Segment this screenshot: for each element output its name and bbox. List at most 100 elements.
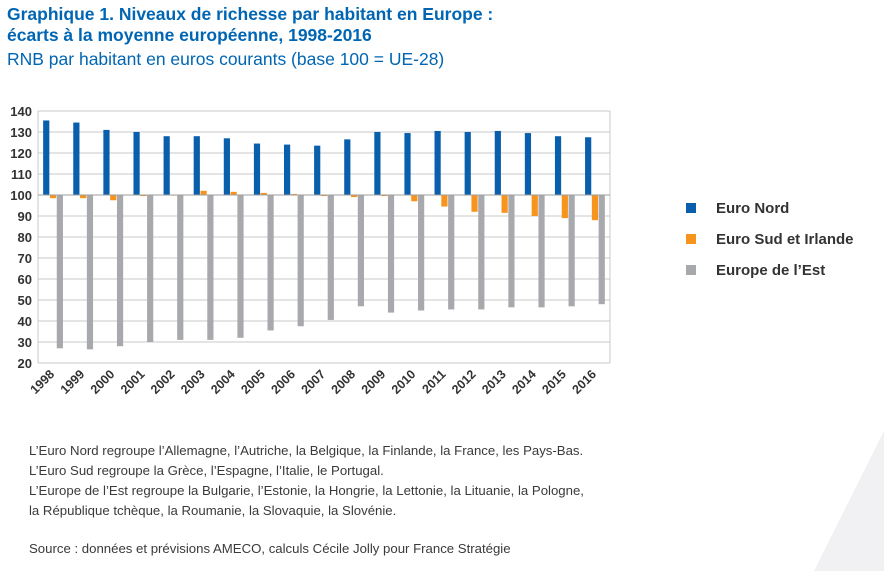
legend-label-euro-sud: Euro Sud et Irlande bbox=[716, 230, 854, 248]
bar-euro-sud-2007 bbox=[320, 195, 328, 197]
legend-item-euro-nord: Euro Nord bbox=[686, 198, 854, 218]
x-tick-label-2004: 2004 bbox=[208, 367, 238, 397]
bar-euro-nord-2014 bbox=[524, 133, 532, 195]
y-tick-label-130: 130 bbox=[10, 125, 32, 140]
bar-euro-nord-2012 bbox=[464, 132, 471, 195]
bar-euro-sud-2004 bbox=[230, 191, 237, 195]
bar-euro-nord-2011 bbox=[434, 130, 441, 195]
bar-europe-est-2014 bbox=[538, 195, 545, 308]
y-tick-label-120: 120 bbox=[10, 146, 32, 161]
note-line-3: L’Europe de l’Est regroupe la Bulgarie, … bbox=[29, 483, 584, 498]
x-tick-label-2001: 2001 bbox=[118, 367, 148, 397]
x-tick-label-2002: 2002 bbox=[148, 367, 178, 397]
y-tick-label-80: 80 bbox=[18, 230, 32, 245]
y-tick-label-100: 100 bbox=[10, 188, 32, 203]
x-tick-label-2012: 2012 bbox=[449, 367, 479, 397]
bar-europe-est-2005 bbox=[267, 195, 274, 331]
y-tick-label-20: 20 bbox=[18, 356, 32, 371]
bar-euro-sud-2010 bbox=[411, 195, 418, 202]
bar-euro-nord-2013 bbox=[494, 130, 501, 195]
x-tick-label-2011: 2011 bbox=[419, 367, 448, 396]
chart-legend: Euro Nord Euro Sud et Irlande Europe de … bbox=[686, 198, 854, 291]
bar-euro-sud-2006 bbox=[290, 193, 297, 195]
bar-europe-est-2008 bbox=[357, 195, 365, 307]
bar-euro-nord-2004 bbox=[223, 138, 230, 195]
bar-euro-nord-1998 bbox=[43, 120, 50, 195]
note-line-2: L’Euro Sud regroupe la Grèce, l’Espagne,… bbox=[29, 463, 384, 478]
bar-euro-sud-2012 bbox=[471, 195, 478, 212]
bar-euro-nord-2009 bbox=[374, 132, 381, 195]
legend-label-europe-est: Europe de l’Est bbox=[716, 261, 826, 279]
x-tick-label-1999: 1999 bbox=[58, 367, 88, 397]
bar-europe-est-2003 bbox=[207, 195, 214, 340]
bar-euro-nord-2005 bbox=[253, 143, 261, 195]
bar-europe-est-2001 bbox=[147, 195, 154, 342]
bar-europe-est-2006 bbox=[297, 195, 304, 327]
bar-europe-est-2002 bbox=[177, 195, 184, 340]
x-tick-label-2009: 2009 bbox=[359, 367, 389, 397]
chart-title-line-2: écarts à la moyenne européenne, 1998-201… bbox=[7, 25, 372, 45]
bar-euro-sud-1998 bbox=[49, 195, 57, 199]
bar-euro-sud-2016 bbox=[591, 195, 599, 221]
chart-subtitle: RNB par habitant en euros courants (base… bbox=[7, 49, 445, 69]
chart-title: Graphique 1. Niveaux de richesse par hab… bbox=[7, 4, 493, 46]
legend-swatch-europe-est bbox=[686, 265, 696, 275]
bar-euro-nord-2007 bbox=[314, 145, 321, 195]
bar-euro-nord-2000 bbox=[103, 129, 110, 195]
x-tick-label-2010: 2010 bbox=[389, 367, 419, 397]
legend-item-euro-sud: Euro Sud et Irlande bbox=[686, 229, 854, 249]
x-tick-label-2000: 2000 bbox=[88, 367, 118, 397]
bar-euro-sud-2015 bbox=[561, 195, 568, 219]
x-tick-label-1998: 1998 bbox=[28, 367, 58, 397]
y-tick-label-70: 70 bbox=[18, 251, 32, 266]
y-tick-label-60: 60 bbox=[18, 272, 32, 287]
bar-europe-est-2015 bbox=[568, 195, 575, 307]
bar-europe-est-2007 bbox=[327, 195, 334, 320]
bar-euro-nord-2010 bbox=[404, 133, 411, 195]
x-tick-label-2006: 2006 bbox=[268, 367, 298, 397]
x-tick-label-2015: 2015 bbox=[539, 367, 569, 397]
legend-label-euro-nord: Euro Nord bbox=[716, 199, 790, 217]
y-tick-label-110: 110 bbox=[11, 167, 32, 182]
legend-item-europe-est: Europe de l’Est bbox=[686, 260, 854, 280]
legend-swatch-euro-nord bbox=[686, 203, 696, 213]
bar-euro-sud-2000 bbox=[110, 195, 117, 201]
x-tick-label-2013: 2013 bbox=[479, 367, 509, 397]
x-tick-label-2007: 2007 bbox=[299, 367, 329, 397]
bar-europe-est-1999 bbox=[86, 195, 94, 350]
chart-source: Source : données et prévisions AMECO, ca… bbox=[29, 541, 511, 556]
legend-swatch-euro-sud bbox=[686, 234, 696, 244]
bar-euro-nord-2016 bbox=[585, 137, 592, 195]
bar-euro-nord-2002 bbox=[163, 136, 170, 195]
decorative-corner bbox=[814, 431, 884, 571]
bar-europe-est-2010 bbox=[418, 195, 425, 311]
bar-europe-est-1998 bbox=[56, 195, 63, 349]
chart-title-line-1: Graphique 1. Niveaux de richesse par hab… bbox=[7, 4, 494, 24]
bar-euro-sud-2005 bbox=[260, 192, 267, 195]
chart-notes: L’Euro Nord regroupe l’Allemagne, l’Autr… bbox=[29, 441, 584, 521]
bar-euro-sud-2001 bbox=[140, 195, 147, 197]
bar-europe-est-2011 bbox=[448, 195, 455, 310]
bar-europe-est-2004 bbox=[237, 195, 244, 338]
bar-europe-est-2016 bbox=[598, 195, 605, 305]
x-tick-label-2016: 2016 bbox=[570, 367, 600, 397]
bar-euro-nord-2001 bbox=[133, 132, 140, 195]
bar-euro-nord-2015 bbox=[554, 136, 562, 195]
y-tick-label-40: 40 bbox=[18, 314, 32, 329]
y-tick-label-90: 90 bbox=[18, 209, 32, 224]
bar-euro-sud-2008 bbox=[351, 195, 358, 198]
y-tick-label-50: 50 bbox=[18, 293, 32, 308]
bar-europe-est-2012 bbox=[478, 195, 485, 310]
bar-euro-nord-2003 bbox=[193, 136, 200, 195]
x-tick-label-2003: 2003 bbox=[178, 367, 208, 397]
bar-euro-sud-2009 bbox=[381, 195, 388, 197]
x-tick-label-2008: 2008 bbox=[329, 367, 359, 397]
y-tick-label-140: 140 bbox=[10, 104, 32, 119]
bar-euro-nord-2006 bbox=[283, 144, 291, 195]
bar-euro-nord-2008 bbox=[344, 139, 351, 195]
x-tick-label-2005: 2005 bbox=[238, 367, 268, 397]
note-line-1: L’Euro Nord regroupe l’Allemagne, l’Autr… bbox=[29, 443, 584, 458]
bar-euro-sud-1999 bbox=[80, 195, 87, 199]
bar-euro-sud-2011 bbox=[441, 195, 448, 207]
